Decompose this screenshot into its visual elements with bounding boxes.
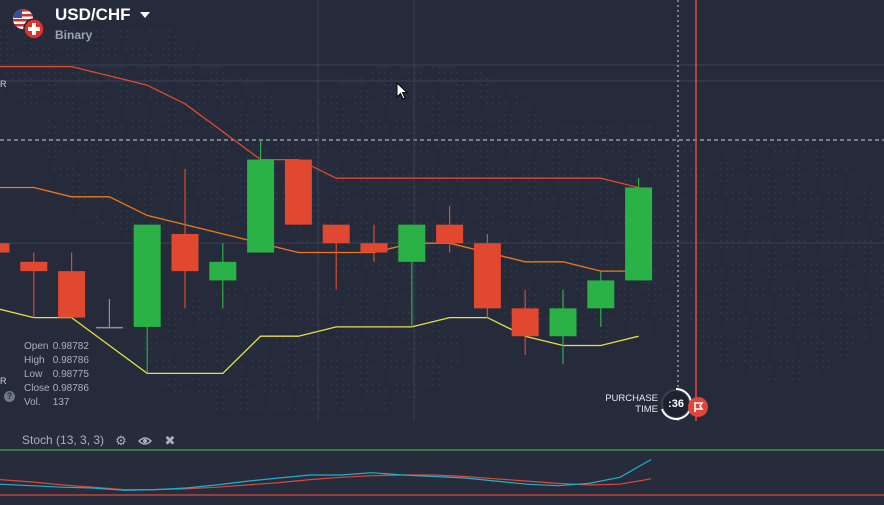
- candle-body-5: [171, 233, 199, 272]
- candle-body-8: [284, 159, 312, 225]
- gear-icon[interactable]: ⚙: [115, 433, 127, 448]
- eye-icon[interactable]: [137, 434, 153, 448]
- bollinger-lower-line: [0, 308, 639, 375]
- candle-body-14: [511, 308, 539, 337]
- candle-body-10: [360, 243, 388, 253]
- edge-label-upper: R: [0, 79, 7, 89]
- open-label: Open: [24, 341, 49, 352]
- candle-body-15: [549, 308, 577, 337]
- world-map-background: [0, 30, 884, 410]
- candle-body-13: [473, 243, 501, 309]
- help-icon[interactable]: ?: [4, 391, 15, 402]
- stoch-k-line: [0, 459, 652, 491]
- open-value: 0.98782: [52, 341, 89, 352]
- asset-type: Binary: [55, 28, 93, 42]
- vol-value: 137: [52, 397, 70, 408]
- candle-body-16: [587, 280, 615, 309]
- close-icon[interactable]: ✖: [164, 433, 176, 448]
- indicator-label: Stoch (13, 3, 3): [22, 433, 105, 447]
- candle-body-9: [322, 224, 350, 244]
- stoch-panel-background: [0, 421, 884, 505]
- candle-body-0: [0, 243, 10, 253]
- stoch-d-line: [0, 474, 652, 491]
- close-value: 0.98786: [52, 383, 89, 394]
- expiry-flag-icon[interactable]: [688, 397, 708, 417]
- ohlc-panel: Open 0.98782 High 0.98786 Low 0.98775 Cl…: [24, 340, 89, 410]
- candle-body-11: [398, 224, 426, 262]
- candle-body-17: [625, 187, 653, 281]
- candle-body-1: [20, 261, 48, 272]
- edge-label-lower: R: [0, 376, 7, 386]
- countdown-progress-ring: [661, 387, 693, 420]
- asset-flags[interactable]: [11, 8, 47, 42]
- high-label: High: [24, 355, 45, 366]
- mouse-cursor-icon: [396, 82, 409, 100]
- candle-body-7: [247, 159, 275, 253]
- swiss-flag-icon: [23, 18, 45, 40]
- candle-body-12: [436, 224, 464, 244]
- candle-body-3: [95, 326, 123, 329]
- high-value: 0.98786: [52, 355, 89, 366]
- candle-body-2: [58, 271, 86, 318]
- low-value: 0.98775: [52, 369, 89, 380]
- asset-name[interactable]: USD/CHF: [55, 5, 131, 24]
- vol-label: Vol.: [24, 397, 41, 408]
- low-label: Low: [24, 369, 43, 380]
- bollinger-upper-line: [0, 65, 639, 189]
- us-flag-icon: [13, 9, 33, 29]
- bollinger-middle-line: [0, 186, 639, 272]
- candle-body-4: [133, 224, 161, 327]
- candle-body-6: [209, 261, 237, 281]
- purchase-time-label: PURCHASE TIME: [605, 393, 658, 415]
- asset-dropdown-chevron-down-icon[interactable]: [140, 12, 150, 18]
- close-label: Close: [24, 383, 50, 394]
